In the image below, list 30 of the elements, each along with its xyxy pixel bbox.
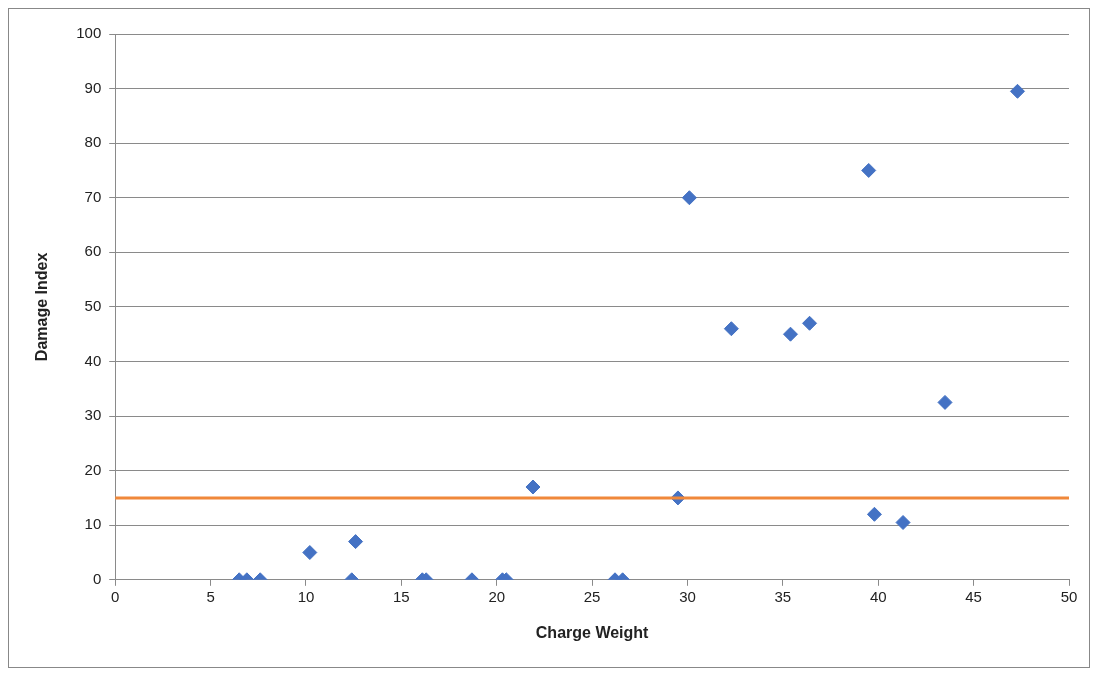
point (723, 321, 739, 337)
y-tick-label: 90 (84, 78, 102, 96)
y-tick-label: 60 (84, 242, 102, 260)
y-tick-label: 100 (76, 24, 102, 42)
y-tick-label: 30 (84, 406, 102, 424)
y-tick-label: 20 (84, 460, 102, 478)
x-tick-label: 0 (111, 587, 120, 605)
y-tick-label: 80 (84, 133, 102, 151)
x-tick-label: 30 (679, 587, 696, 605)
y-axis-title: Damage Index (33, 252, 51, 362)
x-tick-label: 35 (774, 587, 792, 605)
x-tick-label: 50 (1060, 587, 1078, 605)
y-tick-label: 50 (84, 297, 102, 315)
y-tick-label: 40 (84, 351, 102, 369)
x-tick-label: 40 (869, 587, 887, 605)
x-tick-label: 5 (206, 587, 215, 605)
x-axis-title: Charge Weight (535, 623, 650, 641)
point (783, 326, 798, 342)
y-tick-label: 70 (84, 187, 102, 205)
x-tick-label: 10 (297, 587, 315, 605)
x-tick-label: 20 (488, 587, 506, 605)
y-tick-label: 0 (92, 569, 102, 587)
x-tick-label: 15 (393, 587, 410, 605)
y-tick-label: 10 (84, 515, 102, 533)
point (937, 394, 953, 410)
point (861, 162, 877, 178)
point (802, 315, 818, 331)
x-tick-label: 25 (583, 587, 601, 605)
x-tick-label: 45 (965, 587, 982, 605)
point (681, 190, 697, 206)
